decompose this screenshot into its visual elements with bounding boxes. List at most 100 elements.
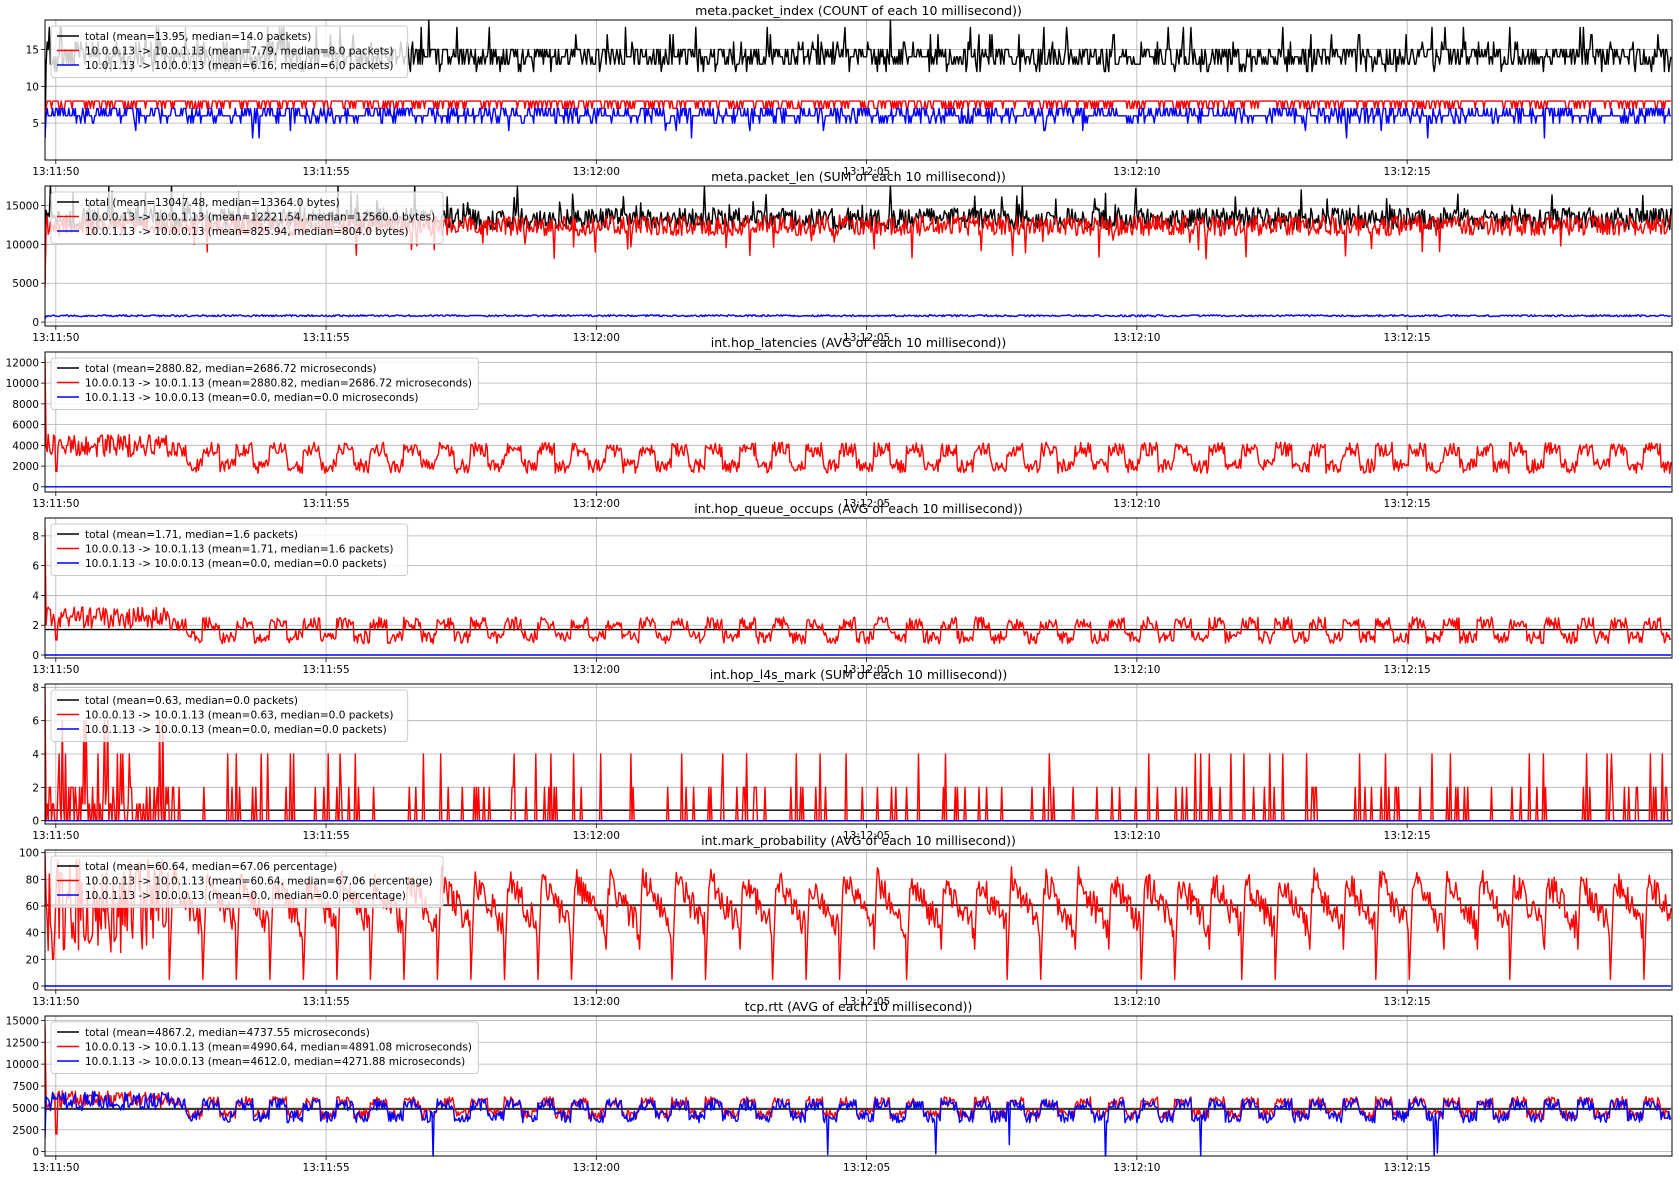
legend-label: 10.0.0.13 -> 10.0.1.13 (mean=0.63, media… — [85, 710, 393, 722]
y-tick-label: 10 — [26, 81, 39, 93]
legend-box — [50, 523, 409, 576]
panel-5: int.hop_l4s_mark (SUM of each 10 millise… — [32, 667, 1673, 842]
plot-area — [45, 1024, 1672, 1156]
x-tick-label: 13:12:05 — [843, 830, 890, 842]
x-tick-label: 13:12:15 — [1384, 664, 1431, 676]
x-tick-label: 13:12:05 — [843, 664, 890, 676]
x-tick-label: 13:12:15 — [1384, 332, 1431, 344]
x-tick-label: 13:12:15 — [1384, 1162, 1431, 1174]
x-tick-label: 13:11:55 — [302, 166, 349, 178]
legend-label: 10.0.1.13 -> 10.0.0.13 (mean=0.0, median… — [85, 724, 387, 736]
legend-label: 10.0.1.13 -> 10.0.0.13 (mean=825.94, med… — [85, 226, 408, 238]
y-tick-label: 4000 — [12, 440, 39, 452]
y-tick-label: 5000 — [12, 278, 39, 290]
plot-frame — [44, 849, 1673, 991]
chart-title: tcp.rtt (AVG of each 10 millisecond)) — [745, 999, 973, 1014]
x-tick-label: 13:12:00 — [573, 166, 620, 178]
series-line — [45, 528, 1672, 645]
series-line — [45, 314, 1672, 320]
x-tick-label: 13:11:50 — [32, 332, 79, 344]
x-tick-label: 13:12:10 — [1113, 996, 1160, 1008]
x-tick-label: 13:12:10 — [1113, 830, 1160, 842]
series-line — [45, 107, 1671, 139]
x-tick-label: 13:12:15 — [1384, 166, 1431, 178]
plot-frame — [44, 517, 1673, 659]
x-tick-label: 13:12:05 — [843, 332, 890, 344]
x-tick-label: 13:12:15 — [1384, 498, 1431, 510]
legend-label: total (mean=1.71, median=1.6 packets) — [85, 529, 298, 541]
y-tick-label: 0 — [32, 317, 39, 329]
y-tick-label: 0 — [32, 981, 39, 993]
y-tick-label: 5000 — [12, 1103, 39, 1115]
plot-frame — [44, 351, 1673, 493]
x-tick-label: 13:12:05 — [843, 166, 890, 178]
x-tick-label: 13:11:55 — [302, 830, 349, 842]
y-tick-label: 0 — [32, 816, 39, 828]
plot-frame — [44, 185, 1673, 327]
plot-area — [45, 357, 1672, 488]
x-tick-label: 13:11:50 — [32, 1162, 79, 1174]
panel-4: int.hop_queue_occups (AVG of each 10 mil… — [32, 501, 1673, 676]
y-tick-label: 20 — [26, 954, 39, 966]
legend-box — [50, 855, 444, 908]
plot-area — [45, 687, 1671, 822]
y-tick-label: 2 — [32, 620, 39, 632]
x-tick-label: 13:12:15 — [1384, 830, 1431, 842]
x-tick-label: 13:11:55 — [302, 996, 349, 1008]
y-tick-label: 2500 — [12, 1125, 39, 1137]
y-tick-label: 6000 — [12, 420, 39, 432]
y-tick-label: 2 — [32, 782, 39, 794]
y-tick-label: 0 — [32, 482, 39, 494]
legend-label: 10.0.1.13 -> 10.0.0.13 (mean=0.0, median… — [85, 392, 418, 404]
y-tick-label: 0 — [32, 1147, 39, 1159]
chart-title: meta.packet_len (SUM of each 10 millisec… — [711, 169, 1006, 184]
legend-label: 10.0.0.13 -> 10.0.1.13 (mean=1.71, media… — [85, 544, 393, 556]
legend-label: total (mean=13047.48, median=13364.0 byt… — [85, 197, 340, 209]
legend-label: 10.0.0.13 -> 10.0.1.13 (mean=60.64, medi… — [85, 876, 433, 888]
panel-1: meta.packet_index (COUNT of each 10 mill… — [26, 3, 1673, 178]
legend: total (mean=4867.2, median=4737.55 micro… — [50, 1021, 479, 1074]
x-tick-label: 13:12:15 — [1384, 996, 1431, 1008]
legend-box — [50, 357, 479, 410]
y-tick-label: 80 — [26, 874, 39, 886]
legend-label: total (mean=4867.2, median=4737.55 micro… — [85, 1027, 370, 1039]
x-tick-label: 13:12:00 — [573, 664, 620, 676]
plot-frame — [44, 1015, 1673, 1157]
y-tick-label: 4 — [32, 749, 39, 761]
legend-box — [50, 689, 409, 742]
x-tick-label: 13:11:55 — [302, 498, 349, 510]
x-tick-label: 13:12:10 — [1113, 664, 1160, 676]
x-tick-label: 13:12:00 — [573, 830, 620, 842]
x-tick-label: 13:12:00 — [573, 1162, 620, 1174]
legend: total (mean=60.64, median=67.06 percenta… — [50, 855, 444, 908]
x-tick-label: 13:12:10 — [1113, 166, 1160, 178]
series-line — [45, 357, 1672, 474]
x-tick-label: 13:12:10 — [1113, 498, 1160, 510]
x-tick-label: 13:11:55 — [302, 664, 349, 676]
y-tick-label: 15000 — [6, 200, 39, 212]
plot-area — [45, 528, 1672, 656]
legend-box — [50, 1021, 479, 1074]
y-tick-label: 7500 — [12, 1081, 39, 1093]
legend-label: 10.0.1.13 -> 10.0.0.13 (mean=4612.0, med… — [85, 1056, 465, 1068]
y-tick-label: 2000 — [12, 461, 39, 473]
x-tick-label: 13:12:00 — [573, 996, 620, 1008]
y-tick-label: 15 — [26, 44, 39, 56]
y-tick-label: 5 — [32, 118, 39, 130]
legend-label: total (mean=13.95, median=14.0 packets) — [85, 31, 311, 43]
legend-label: 10.0.1.13 -> 10.0.0.13 (mean=6.16, media… — [85, 60, 393, 72]
x-tick-label: 13:12:10 — [1113, 1162, 1160, 1174]
legend-label: total (mean=2880.82, median=2686.72 micr… — [85, 363, 376, 375]
chart-title: meta.packet_index (COUNT of each 10 mill… — [695, 3, 1022, 18]
legend: total (mean=13047.48, median=13364.0 byt… — [50, 191, 444, 244]
plot-frame — [44, 683, 1673, 825]
y-tick-label: 100 — [19, 848, 39, 860]
series-line — [45, 1090, 1672, 1156]
y-tick-label: 12500 — [6, 1037, 39, 1049]
panel-3: int.hop_latencies (AVG of each 10 millis… — [6, 335, 1673, 510]
x-tick-label: 13:12:10 — [1113, 332, 1160, 344]
y-tick-label: 4 — [32, 590, 39, 602]
y-tick-label: 8000 — [12, 399, 39, 411]
x-tick-label: 13:12:05 — [843, 498, 890, 510]
panel-2: meta.packet_len (SUM of each 10 millisec… — [6, 169, 1673, 344]
